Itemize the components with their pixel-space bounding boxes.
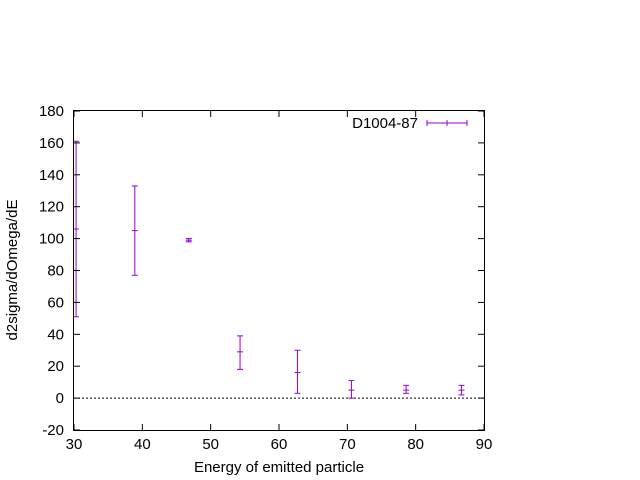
y-tick-label: 80	[47, 263, 64, 280]
x-tick-label: 40	[134, 436, 151, 453]
data-point	[294, 349, 301, 394]
plot-frame	[73, 110, 485, 431]
y-tick-label: 20	[47, 358, 64, 375]
data-point	[458, 384, 465, 396]
data-point	[403, 384, 410, 394]
y-tick-label: 180	[39, 103, 64, 120]
y-tick-label: 40	[47, 326, 64, 343]
y-tick-label: -20	[42, 422, 64, 439]
x-axis-label: Energy of emitted particle	[194, 459, 364, 476]
x-tick-label: 60	[271, 436, 288, 453]
legend-sample	[426, 120, 468, 126]
data-point	[131, 185, 138, 276]
y-tick-label: 120	[39, 199, 64, 216]
x-tick-label: 90	[476, 436, 493, 453]
y-tick-label: 140	[39, 167, 64, 184]
data-point	[73, 140, 80, 318]
x-tick-label: 70	[339, 436, 356, 453]
y-tick-label: 60	[47, 294, 64, 311]
y-tick-label: 160	[39, 135, 64, 152]
y-axis-label: d2sigma/dOmega/dE	[4, 200, 21, 341]
x-tick-label: 80	[407, 436, 424, 453]
x-tick-label: 50	[202, 436, 219, 453]
data-point	[185, 238, 192, 243]
legend: D1004-87	[352, 115, 468, 132]
data-point	[348, 380, 355, 399]
data-point	[237, 335, 244, 370]
x-tick-label: 30	[66, 436, 83, 453]
y-tick-label: 0	[56, 390, 64, 407]
y-tick-label: 100	[39, 231, 64, 248]
legend-label: D1004-87	[352, 115, 418, 132]
